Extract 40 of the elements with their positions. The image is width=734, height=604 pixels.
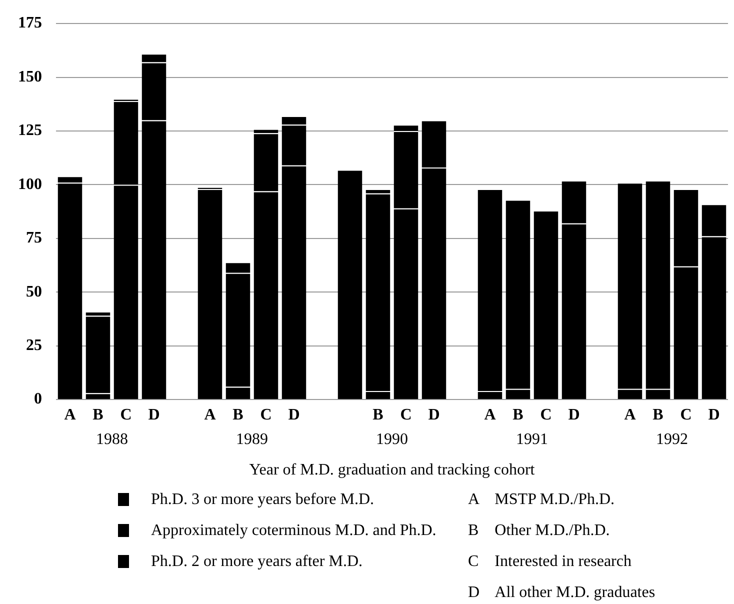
text: 1990 [376, 430, 408, 448]
x-tick-label: C [260, 406, 272, 424]
x-tick-label: D [568, 406, 580, 424]
y-tick-label: 100 [18, 176, 42, 193]
text: B Other M.D./Ph.D. [468, 520, 611, 540]
y-tick-label: 150 [18, 68, 42, 86]
y-tick-label: 50 [26, 283, 42, 300]
x-axis-title: Year of M.D. graduation and tracking cohort [249, 462, 536, 479]
text: C Interested in research [468, 552, 632, 572]
x-tick-label: B [512, 406, 524, 424]
x-tick-label: B [372, 406, 384, 424]
y-tick-label: 25 [26, 337, 42, 354]
x-tick-label: C [680, 406, 692, 424]
y-tick-label: 0 [34, 390, 42, 408]
text: 1991 [516, 430, 548, 448]
legend-label: Ph.D. 3 or more years before M.D. [150, 490, 376, 510]
x-tick-label: B [652, 406, 664, 424]
legend-label: Approximately coterminous M.D. and Ph.D. [150, 520, 436, 540]
x-tick-label: D [428, 406, 440, 424]
x-tick-label: C [400, 406, 412, 424]
x-tick-label: A [484, 406, 496, 424]
text: 1988 [96, 430, 128, 448]
text: A MSTP M.D./Ph.D. [468, 490, 616, 510]
x-tick-label: C [540, 406, 552, 424]
y-tick-label: 125 [18, 122, 42, 140]
x-tick-label: D [708, 406, 720, 424]
x-tick-label: A [624, 406, 636, 424]
x-tick-label: A [64, 406, 76, 424]
x-tick-label: B [92, 406, 104, 424]
x-tick-label: D [148, 406, 160, 424]
x-tick-label: D [288, 406, 300, 424]
legend-label: Ph.D. 2 or more years after M.D. [150, 552, 364, 572]
text: 1992 [656, 430, 688, 448]
text: 1989 [236, 430, 268, 448]
x-tick-label: A [204, 406, 216, 424]
y-tick-label: 75 [26, 230, 42, 247]
y-tick-label: 175 [18, 14, 42, 32]
text: D All other M.D. graduates [468, 582, 656, 602]
x-tick-label: B [232, 406, 244, 424]
x-tick-label: C [120, 406, 132, 424]
